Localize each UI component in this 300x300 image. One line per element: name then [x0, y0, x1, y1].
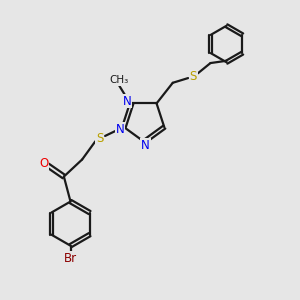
- Text: N: N: [116, 123, 125, 136]
- Text: N: N: [141, 139, 150, 152]
- Text: CH₃: CH₃: [110, 75, 129, 85]
- Text: O: O: [40, 157, 49, 170]
- Text: S: S: [96, 132, 103, 145]
- Text: Br: Br: [64, 252, 77, 265]
- Text: S: S: [190, 70, 197, 83]
- Text: N: N: [123, 94, 131, 107]
